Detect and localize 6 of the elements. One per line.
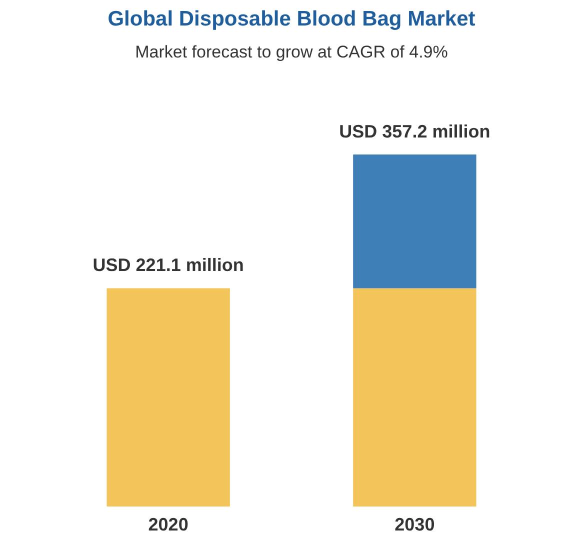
total-label: USD 221.1 million [92, 255, 244, 276]
x-tick-label: 2020 [148, 514, 188, 533]
chart-subtitle: Market forecast to grow at CAGR of 4.9% [135, 42, 448, 62]
x-tick-label: 2030 [394, 514, 435, 533]
chart-title: Global Disposable Blood Bag Market [108, 8, 476, 30]
total-label: USD 357.2 million [339, 121, 490, 142]
